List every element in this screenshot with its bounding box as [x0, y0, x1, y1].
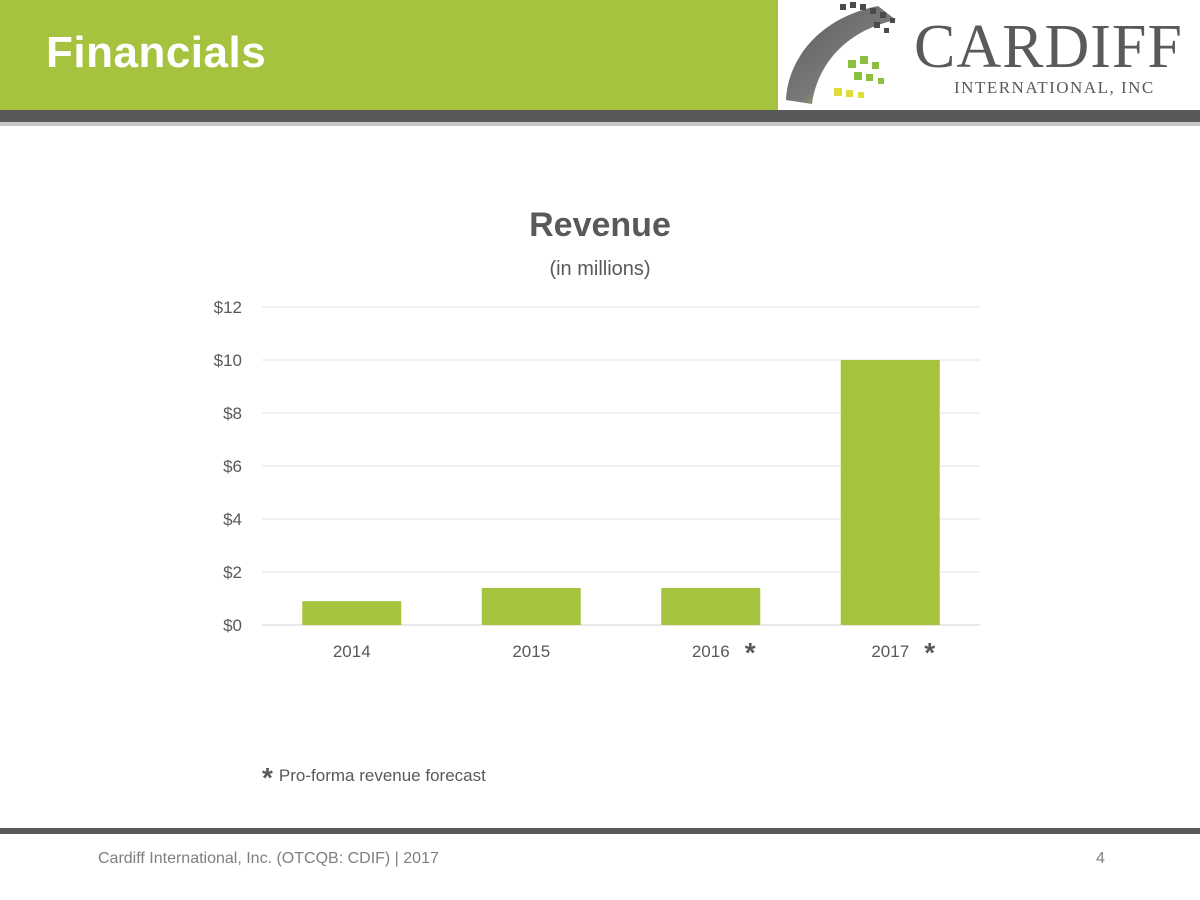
chart-subtitle: (in millions) — [549, 258, 651, 280]
logo-subname: INTERNATIONAL, INC — [954, 78, 1155, 97]
y-tick-label: $12 — [214, 298, 242, 317]
header-band: Financials — [0, 0, 778, 110]
footnote: * Pro-forma revenue forecast — [262, 762, 486, 794]
y-tick-label: $8 — [223, 404, 242, 423]
y-tick-label: $0 — [223, 616, 242, 635]
x-tick-label: 2014 — [333, 642, 371, 661]
header-divider — [0, 110, 1200, 122]
page-number: 4 — [1096, 850, 1105, 867]
bar-2015 — [481, 587, 581, 625]
bar-2014 — [302, 601, 402, 625]
x-tick-label: 2015 — [512, 642, 550, 661]
footnote-text: Pro-forma revenue forecast — [278, 766, 486, 785]
forecast-mark: * — [924, 637, 935, 668]
y-tick-label: $2 — [223, 563, 242, 582]
company-logo: CARDIFF INTERNATIONAL, INC — [778, 0, 1200, 110]
bar-2017 — [840, 360, 940, 625]
header-divider-shadow — [0, 122, 1200, 126]
footnote-mark: * — [262, 762, 273, 793]
y-tick-label: $4 — [223, 510, 242, 529]
x-tick-label: 2017 — [871, 642, 909, 661]
slide-title: Financials — [46, 28, 267, 77]
chart-title: Revenue — [529, 206, 671, 244]
y-tick-label: $6 — [223, 457, 242, 476]
revenue-bar-chart: $0 $2 $4 $6 $8 $10 $12 2014 2015 2016 * 2017 * — [214, 298, 980, 668]
footer-text: Cardiff International, Inc. (OTCQB: CDIF… — [98, 850, 439, 867]
footer-divider — [0, 828, 1200, 834]
logo-name: CARDIFF — [914, 13, 1183, 81]
logo-mosaic-icon — [786, 2, 896, 104]
forecast-mark: * — [745, 637, 756, 668]
bar-2016 — [661, 587, 761, 625]
y-tick-label: $10 — [214, 351, 242, 370]
x-tick-label: 2016 — [692, 642, 730, 661]
